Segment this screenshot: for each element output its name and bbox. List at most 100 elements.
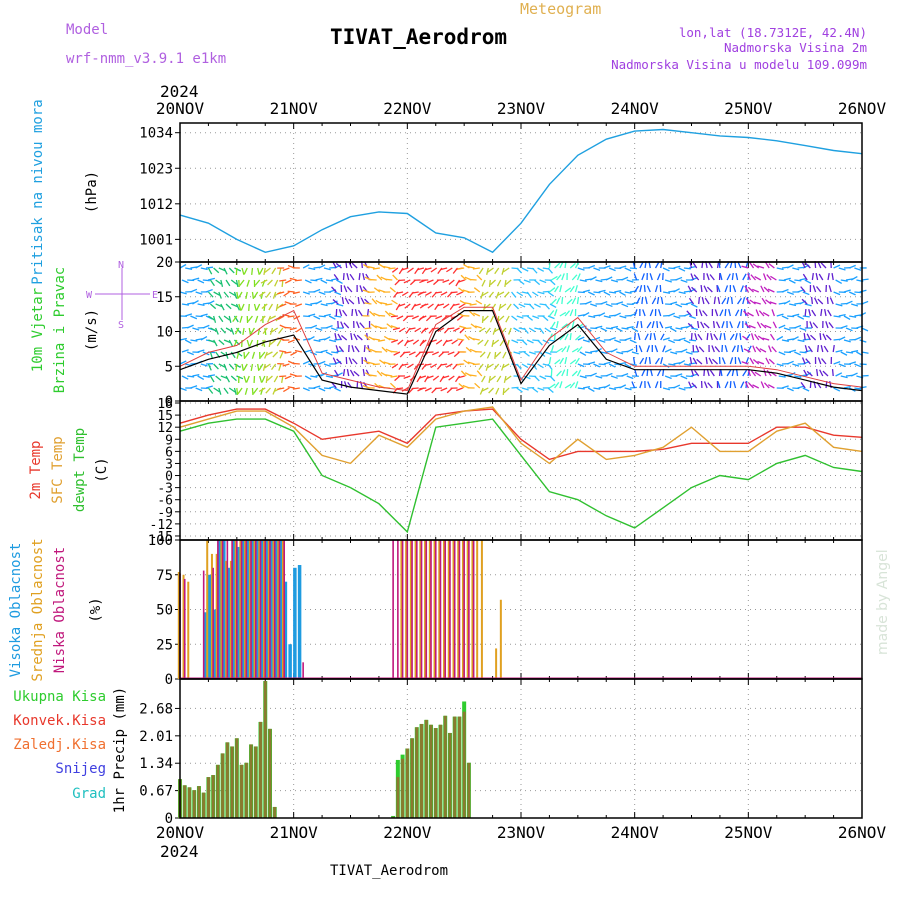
wind-barb [243,375,247,383]
wind-barb [207,277,216,281]
wind-barb [223,315,231,321]
wind-barb [651,321,655,329]
wind-barb [262,327,268,335]
wind-barb [631,351,639,355]
wind-barb [465,346,472,353]
wind-barb [574,381,579,389]
wind-barb [220,303,225,311]
wind-barb [669,327,677,333]
wind-barb [752,288,760,293]
wind-barb [621,276,629,281]
wind-barb [801,357,806,365]
wind-barb [406,339,414,343]
wind-barb [729,357,734,365]
wind-barb [556,347,563,353]
wind-barb [547,315,555,320]
wind-barb [574,285,578,293]
wind-barb [488,387,494,394]
wind-barb [278,363,282,371]
cloud-bar [302,662,304,679]
wind-barb [708,357,713,365]
wind-barb [807,345,813,353]
wind-barb [564,357,568,365]
wind-barb [500,363,505,371]
wind-barb [610,348,618,353]
wind-barb [494,351,497,360]
cloud-bar [212,567,214,679]
cloud-bar [414,540,417,679]
wind-barb [496,279,502,287]
wind-barb [678,337,686,341]
wind-barb [455,387,463,392]
lonlat: lon,lat (18.7312E, 42.4N) [679,25,867,40]
precip-unit: 1hr Precip (mm) [112,687,128,813]
wind-barb [233,291,238,299]
wind-barb [605,372,613,377]
wind-barb [401,387,409,392]
wind-barb [766,369,772,377]
wind-barb [385,303,393,306]
wind-barb [577,323,584,329]
wind-barb [223,291,230,298]
wind-barb [487,363,494,369]
wind-barb [344,297,350,305]
wind-barb [576,346,583,353]
wind-barb [765,299,772,305]
wind-barb [424,375,429,383]
wind-barb [403,351,411,354]
wind-barb [225,375,230,383]
wind-barb [571,321,575,329]
wind-barb [463,359,470,365]
wind-barb [426,279,434,284]
y-tick-label: 1034 [139,126,173,142]
y-tick-label: -3 [157,482,173,497]
wind-barb [731,345,736,353]
wind-barb [334,315,342,318]
time-label-bottom: 25NOV [724,823,773,842]
wind-barb [323,336,331,341]
wind-barb [223,267,228,275]
wind-barb [376,370,383,377]
wind-barb [662,337,670,341]
wind-barb [561,323,568,329]
wind-barb [544,327,551,333]
wind-barb [668,363,676,366]
wind-barb [258,387,266,392]
wind-barb [248,303,250,312]
wind-barb [516,315,524,319]
wind-barb [283,387,290,393]
wind-barb [792,313,800,317]
wind-barb [600,327,608,332]
wind-barb [781,288,789,293]
wind-barb [351,358,358,365]
wind-barb [593,267,601,272]
wind-barb [260,279,268,284]
cloud-bar [406,540,409,679]
wind-barb [794,279,802,282]
cloud-bar [499,599,502,679]
wind-barb [475,299,483,305]
cloud-bar [207,574,212,679]
wind-barb [481,375,486,383]
wind-barb [210,327,217,332]
wind-barb [287,290,295,293]
wind-barb [854,363,862,368]
cloud-bar [433,540,436,679]
wind-barb [458,303,466,309]
wind-barb [251,267,254,276]
wind-barb [752,345,757,353]
wind-barb [838,336,846,341]
wind-barb [331,382,337,389]
wind-barb [747,273,751,281]
wind-barb [637,333,641,341]
wind-barb [662,387,671,391]
cloud-bar [222,540,226,679]
wind-barb [207,387,214,394]
wind-barb [838,267,846,271]
wind-barb [736,344,739,353]
wind-barb [279,279,287,282]
wind-barb [304,375,312,380]
wind-barb [294,279,302,282]
cloud-bar [212,609,217,679]
wind-barb [712,320,715,329]
